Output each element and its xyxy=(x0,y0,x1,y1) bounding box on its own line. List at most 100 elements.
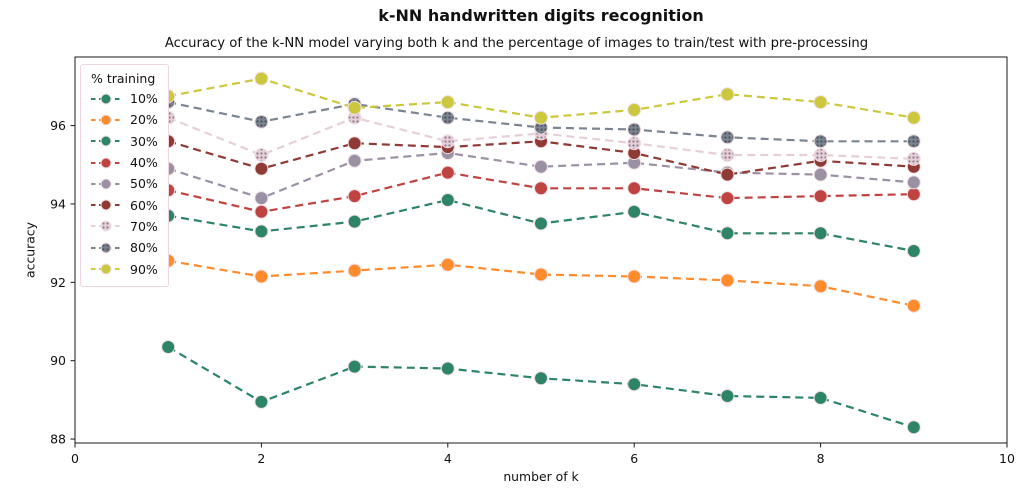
x-tick-label: 10 xyxy=(999,451,1015,466)
series-point-10%-k1 xyxy=(161,340,176,354)
series-point-40%-k7 xyxy=(720,191,735,206)
series-point-30%-k2 xyxy=(254,224,269,239)
x-tick-label: 6 xyxy=(630,451,638,466)
series-point-70%-k8 xyxy=(813,148,828,162)
series-point-30%-k9 xyxy=(906,244,921,258)
series-point-90%-k4 xyxy=(440,95,455,110)
series-point-40%-k2 xyxy=(254,204,269,219)
legend-marker xyxy=(100,93,112,105)
legend-label: 40% xyxy=(130,155,158,171)
legend-label: 90% xyxy=(130,261,158,277)
legend-swatch xyxy=(91,220,121,232)
legend-marker xyxy=(100,220,112,232)
x-tick-label: 4 xyxy=(444,451,452,466)
series-point-80%-k9 xyxy=(906,134,921,149)
legend-label: 20% xyxy=(130,112,158,128)
legend-marker xyxy=(100,178,112,190)
legend-item-40%: 40% xyxy=(90,152,158,173)
legend-marker xyxy=(100,135,112,147)
series-point-30%-k6 xyxy=(627,204,642,219)
series-point-40%-k6 xyxy=(627,181,642,196)
x-tick-label: 0 xyxy=(71,451,79,466)
series-point-90%-k9 xyxy=(906,110,921,125)
legend-label: 30% xyxy=(130,133,158,149)
chart-subtitle: Accuracy of the k-NN model varying both … xyxy=(164,36,869,51)
legend-item-20%: 20% xyxy=(90,109,158,130)
legend-item-80%: 80% xyxy=(90,237,158,258)
series-point-80%-k6 xyxy=(627,122,642,137)
series-point-90%-k7 xyxy=(720,87,735,102)
series-point-70%-k4 xyxy=(440,134,455,149)
series-line-50% xyxy=(167,151,914,200)
series-point-30%-k4 xyxy=(440,193,455,207)
legend-item-50%: 50% xyxy=(90,173,158,194)
series-point-10%-k9 xyxy=(906,420,921,435)
legend-swatch xyxy=(91,157,121,169)
legend-title: % training xyxy=(91,71,156,86)
legend-item-60%: 60% xyxy=(90,194,158,215)
series-point-10%-k4 xyxy=(440,361,455,376)
series-point-70%-k7 xyxy=(720,148,735,162)
y-tick-label: 92 xyxy=(50,275,66,290)
series-point-70%-k9 xyxy=(906,151,921,166)
series-line-10% xyxy=(167,346,915,429)
legend: % training 10% 20% 30% 40% 50% 60% 70% 80% 90% xyxy=(80,64,169,287)
series-point-80%-k2 xyxy=(254,114,269,129)
series-point-40%-k5 xyxy=(534,181,548,196)
chart-title: k-NN handwritten digits recognition xyxy=(378,6,704,25)
x-axis-label: number of k xyxy=(503,469,579,484)
series-point-30%-k7 xyxy=(720,226,735,241)
series-point-70%-k6 xyxy=(627,136,642,151)
legend-marker xyxy=(100,263,112,275)
legend-item-10%: 10% xyxy=(90,88,158,109)
legend-swatch xyxy=(91,114,121,126)
series-point-80%-k8 xyxy=(813,134,828,149)
series-point-80%-k7 xyxy=(720,130,735,145)
series-point-90%-k3 xyxy=(347,100,362,115)
series-point-30%-k8 xyxy=(813,226,828,241)
series-point-20%-k6 xyxy=(627,269,642,284)
legend-swatch xyxy=(91,263,121,275)
series-point-90%-k6 xyxy=(627,102,642,117)
series-point-10%-k8 xyxy=(813,390,828,405)
series-point-40%-k4 xyxy=(440,165,455,180)
series-point-50%-k3 xyxy=(347,153,362,168)
legend-item-70%: 70% xyxy=(90,216,158,237)
series-point-60%-k3 xyxy=(347,136,362,151)
series-point-60%-k7 xyxy=(720,167,735,182)
series-point-40%-k8 xyxy=(813,189,828,204)
series-point-70%-k2 xyxy=(254,148,269,162)
series-point-20%-k2 xyxy=(254,269,269,284)
series-point-60%-k2 xyxy=(254,161,269,176)
series-point-90%-k5 xyxy=(534,110,548,125)
legend-label: 60% xyxy=(130,197,158,213)
series-point-20%-k9 xyxy=(906,298,921,313)
series-point-10%-k3 xyxy=(347,359,362,374)
series-point-10%-k7 xyxy=(720,389,735,403)
legend-swatch xyxy=(91,199,121,211)
legend-swatch xyxy=(91,242,121,254)
series-point-20%-k7 xyxy=(720,273,735,288)
legend-swatch xyxy=(91,135,121,147)
series-point-90%-k8 xyxy=(813,95,828,110)
series-point-50%-k2 xyxy=(254,191,269,206)
y-tick-label: 90 xyxy=(50,353,66,368)
legend-marker xyxy=(100,157,112,169)
series-point-10%-k5 xyxy=(534,371,548,386)
series-point-20%-k5 xyxy=(534,267,548,282)
series-point-20%-k8 xyxy=(813,279,828,294)
x-tick-label: 8 xyxy=(817,451,825,466)
series-point-20%-k4 xyxy=(440,257,455,272)
y-tick-label: 96 xyxy=(50,118,66,133)
series-point-50%-k5 xyxy=(534,159,548,174)
plot-frame xyxy=(74,56,1008,444)
series-point-10%-k2 xyxy=(254,394,269,409)
series-point-40%-k9 xyxy=(906,187,921,202)
legend-marker xyxy=(100,242,112,254)
legend-swatch xyxy=(91,93,121,105)
series-point-40%-k3 xyxy=(347,189,362,204)
y-tick-label: 94 xyxy=(50,196,66,211)
legend-item-90%: 90% xyxy=(90,258,158,279)
legend-label: 10% xyxy=(130,91,158,107)
